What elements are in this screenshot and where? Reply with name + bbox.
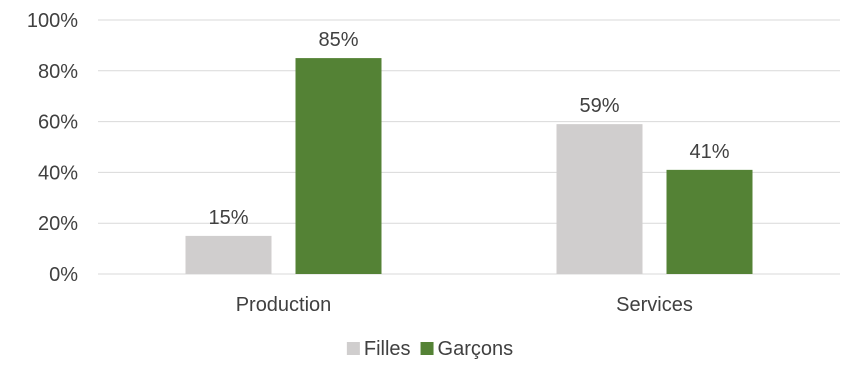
y-tick-label: 40% <box>38 162 78 184</box>
legend-label: Filles <box>364 338 411 360</box>
data-label: 85% <box>318 29 358 51</box>
category-label-production: Production <box>236 294 332 316</box>
bar-garons-services <box>666 169 753 274</box>
legend-item-filles: Filles <box>346 338 411 360</box>
legend: Filles Garçons <box>346 338 514 360</box>
data-label: 59% <box>579 95 619 117</box>
legend-item-garons: Garçons <box>420 338 514 360</box>
y-tick-label: 80% <box>38 61 78 83</box>
bars <box>185 58 753 274</box>
legend-swatch <box>346 342 360 355</box>
bar-filles-services <box>556 124 643 274</box>
y-tick-label: 20% <box>38 213 78 235</box>
bar-filles-production <box>185 235 272 274</box>
data-label: 41% <box>689 141 729 163</box>
y-axis-tick-labels: 0% 20% 40% 60% 80% 100% <box>27 10 78 286</box>
y-tick-label: 100% <box>27 10 78 32</box>
data-label: 15% <box>208 207 248 229</box>
bar-garons-production <box>295 58 382 274</box>
y-tick-label: 60% <box>38 112 78 134</box>
legend-swatch <box>420 342 434 355</box>
category-label-services: Services <box>616 294 693 316</box>
y-tick-label: 0% <box>49 264 78 286</box>
legend-label: Garçons <box>438 338 514 360</box>
x-axis-category-labels: Production Services <box>236 294 693 316</box>
data-labels: 15% 85% 59% 41% <box>208 29 729 229</box>
